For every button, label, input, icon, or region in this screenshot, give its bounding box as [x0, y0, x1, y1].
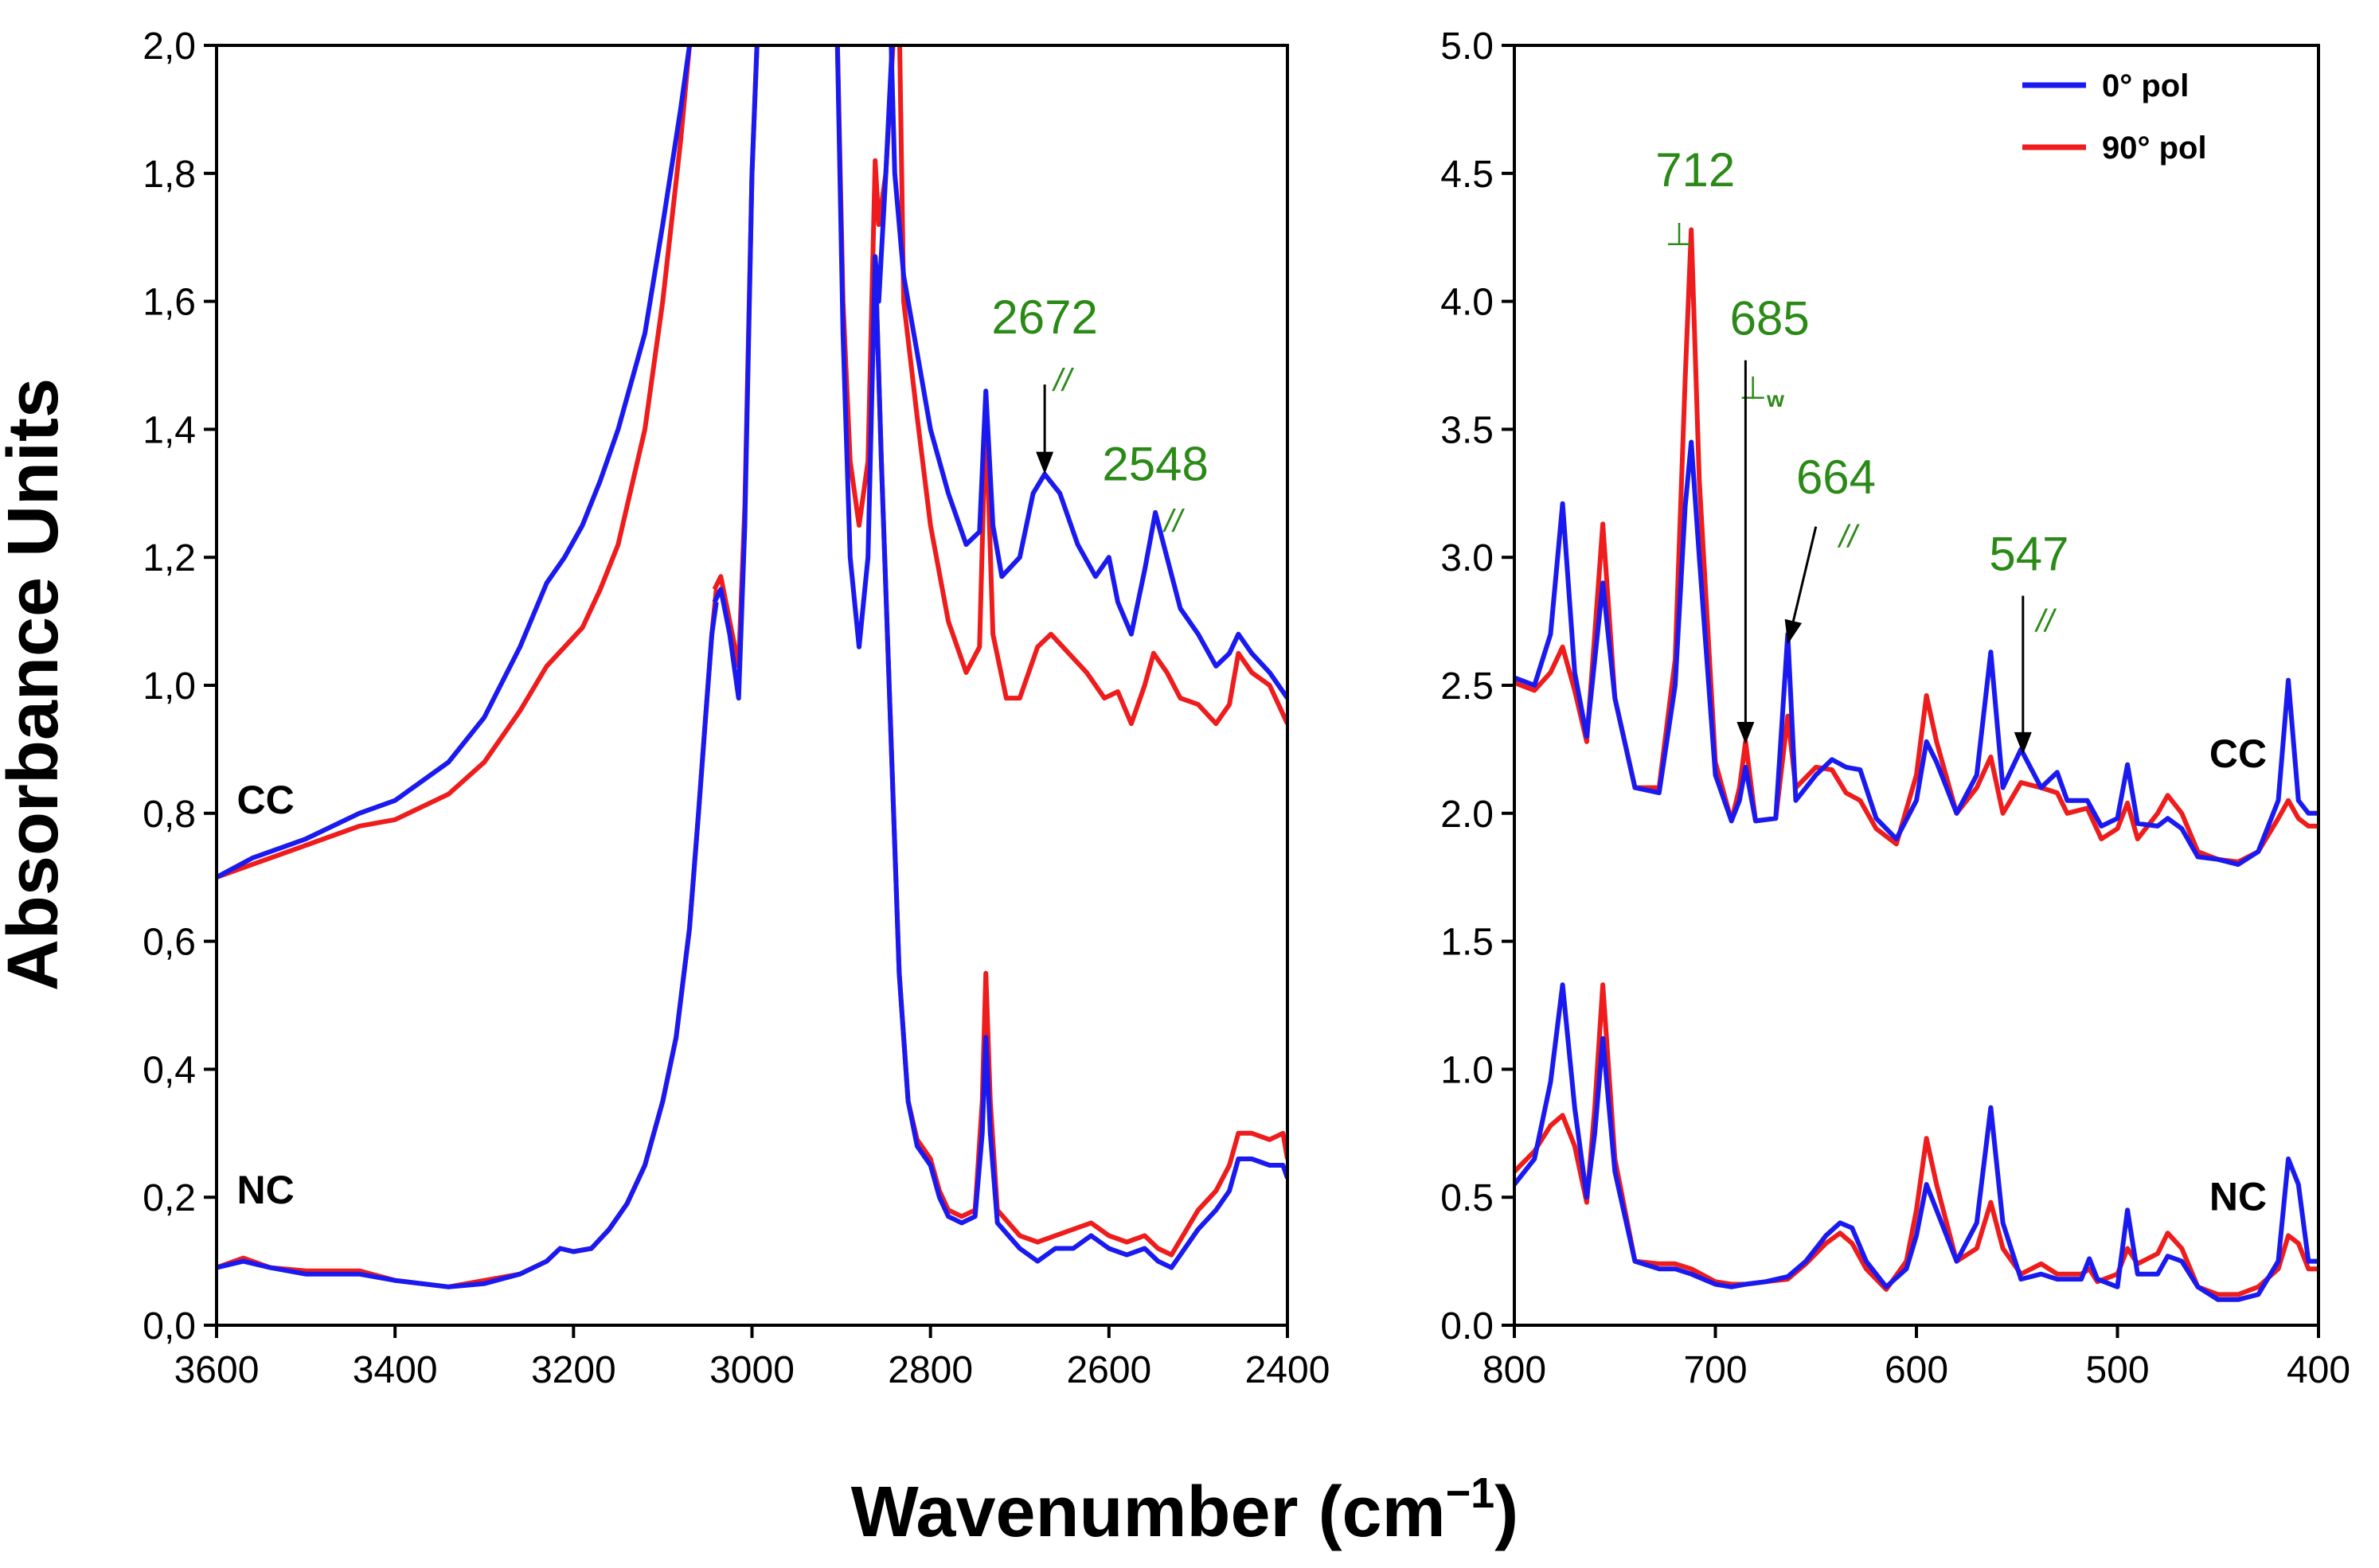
x-axis-title-close: ) — [1494, 1472, 1518, 1552]
left-series-pol0-core — [834, 45, 895, 649]
left-annotation-2672-polarization: // — [1051, 363, 1074, 398]
left-series — [217, 45, 1287, 1289]
left-x-tick-label: 2600 — [1066, 1349, 1151, 1391]
left-y-tick-label: 1,4 — [143, 409, 196, 451]
right-annotation-685: 685 — [1730, 291, 1810, 345]
left-series-pol0-cc — [889, 45, 1287, 700]
right-x-tick-label: 600 — [1885, 1349, 1948, 1391]
left-series-pol0-core — [712, 45, 760, 701]
x-axis-title: Wavenumber (cm−1) — [851, 1469, 1518, 1552]
left-series-pol90-core — [712, 45, 760, 669]
left-y-tick-label: 0,6 — [143, 922, 196, 964]
right-series-pol90-cc — [1514, 227, 2318, 864]
right-y-tick-label: 0.5 — [1440, 1177, 1494, 1219]
right-x-tick-label: 700 — [1683, 1349, 1747, 1391]
x-axis-title-exponent: −1 — [1446, 1469, 1495, 1517]
left-series-pol90-cc — [217, 45, 693, 880]
right-y-tick-label: 4.5 — [1440, 154, 1494, 196]
right-annotation-685-polarization-symbol: ⊥ — [1739, 371, 1767, 406]
right-y-tick-label: 3.0 — [1440, 537, 1494, 579]
right-annotation-685-arrow-head — [1736, 721, 1755, 744]
right-annotation-664-arrow-head — [1784, 618, 1803, 645]
left-series-pol0-nc — [217, 602, 719, 1289]
left-y-tick-label: 2,0 — [143, 25, 196, 68]
left-series-pol0-nc — [873, 256, 1287, 1270]
right-y-tick-label: 4.0 — [1440, 282, 1494, 324]
right-annotation-685-weak-subscript: w — [1766, 387, 1784, 412]
left-annotation-2672: 2672 — [991, 291, 1097, 344]
right-y-tick-label: 1.5 — [1440, 922, 1494, 964]
right-x-tick-label: 500 — [2085, 1349, 2149, 1391]
right-x-tick-label: 400 — [2287, 1349, 2350, 1391]
left-annotation-2672-polarization-symbol: // — [1051, 363, 1074, 398]
right-annotation-664-arrow-shaft — [1791, 526, 1818, 622]
legend-label-90-pol: 90° pol — [2102, 131, 2207, 166]
right-y-tick-label: 2.0 — [1440, 794, 1494, 836]
right-annotation-685-polarization: ⊥w — [1739, 371, 1784, 412]
left-y-tick-label: 0,8 — [143, 794, 196, 836]
right-annotation-664: 664 — [1796, 451, 1876, 504]
x-axis-title-main: Wavenumber (cm — [851, 1472, 1446, 1552]
right-annotation-547-polarization: // — [2033, 603, 2057, 638]
left-annotation-2672-arrow-head — [1036, 451, 1054, 474]
right-series-pol0-cc — [1514, 439, 2318, 868]
left-panel: 3600 3400 3200 3000 2800 2600 2400 0,0 0,2 0,4 0,6… — [143, 25, 1330, 1391]
left-y-tick-label: 1,2 — [143, 537, 196, 579]
left-sample-label-nc: NC — [237, 1168, 295, 1212]
right-annotation-547: 547 — [1989, 527, 2068, 580]
left-x-tick-label: 3200 — [531, 1349, 616, 1391]
right-sample-label-nc: NC — [2209, 1174, 2267, 1219]
right-annotation-712-polarization: ⊥ — [1666, 217, 1693, 252]
left-sample-label-cc: CC — [237, 778, 295, 822]
right-annotation-712-polarization-symbol: ⊥ — [1666, 217, 1693, 252]
right-sample-label-cc: CC — [2209, 731, 2267, 776]
left-annotation-2548-polarization: // — [1162, 504, 1185, 539]
left-series-pol90-cc — [897, 45, 1287, 727]
legend: 0° pol 90° pol — [2022, 68, 2207, 166]
right-annotation-712: 712 — [1655, 143, 1735, 197]
right-panel: 800 700 600 500 400 0.0 0.5 1.0 1.5 2.0 2.5 3.0 3.5 4… — [1440, 25, 2350, 1391]
left-x-tick-label: 3400 — [353, 1349, 438, 1391]
right-y-tick-label: 1.0 — [1440, 1049, 1494, 1091]
right-annotation-664-polarization-symbol: // — [1837, 519, 1860, 554]
right-y-tick-label: 5.0 — [1440, 25, 1494, 68]
right-annotation-547-polarization-symbol: // — [2033, 603, 2057, 638]
right-series-pol90-nc — [1514, 982, 2318, 1297]
right-annotation-547-arrow-head — [2014, 731, 2032, 755]
left-y-tick-label: 0,2 — [143, 1177, 196, 1219]
left-y-tick-label: 0,0 — [143, 1305, 196, 1348]
left-x-tick-label: 2800 — [888, 1349, 973, 1391]
right-ticks: 800 700 600 500 400 0.0 0.5 1.0 1.5 2.0 2.5 3.0 3.5 4… — [1440, 25, 2350, 1391]
left-x-tick-label: 2400 — [1245, 1349, 1330, 1391]
right-y-tick-label: 2.5 — [1440, 665, 1494, 708]
left-x-tick-label: 3000 — [709, 1349, 795, 1391]
left-y-tick-label: 1,6 — [143, 282, 196, 324]
left-y-tick-label: 0,4 — [143, 1049, 196, 1091]
left-annotation-2548: 2548 — [1102, 438, 1208, 491]
right-y-tick-label: 0.0 — [1440, 1305, 1494, 1348]
right-x-tick-label: 800 — [1482, 1349, 1546, 1391]
right-y-tick-label: 3.5 — [1440, 409, 1494, 451]
left-plot-frame — [215, 44, 1289, 1327]
left-series-pol0-cc — [217, 45, 693, 880]
right-annotation-664-polarization: // — [1837, 519, 1860, 554]
left-labels: CC NC 2672 // 2548 // — [237, 291, 1209, 1212]
y-axis-title: Absorbance Units — [0, 378, 73, 991]
legend-label-0-pol: 0° pol — [2102, 68, 2189, 103]
right-series — [1514, 227, 2318, 1302]
right-series-pol0-nc — [1514, 982, 2318, 1302]
right-plot-frame — [1513, 44, 2320, 1327]
left-y-tick-label: 1,0 — [143, 665, 196, 708]
left-ticks: 3600 3400 3200 3000 2800 2600 2400 0,0 0,2 0,4 0,6… — [143, 25, 1330, 1391]
left-x-tick-label: 3600 — [174, 1349, 260, 1391]
left-annotation-2548-polarization-symbol: // — [1162, 504, 1185, 539]
left-series-pol90-nc — [873, 256, 1287, 1258]
left-y-tick-label: 1,8 — [143, 154, 196, 196]
